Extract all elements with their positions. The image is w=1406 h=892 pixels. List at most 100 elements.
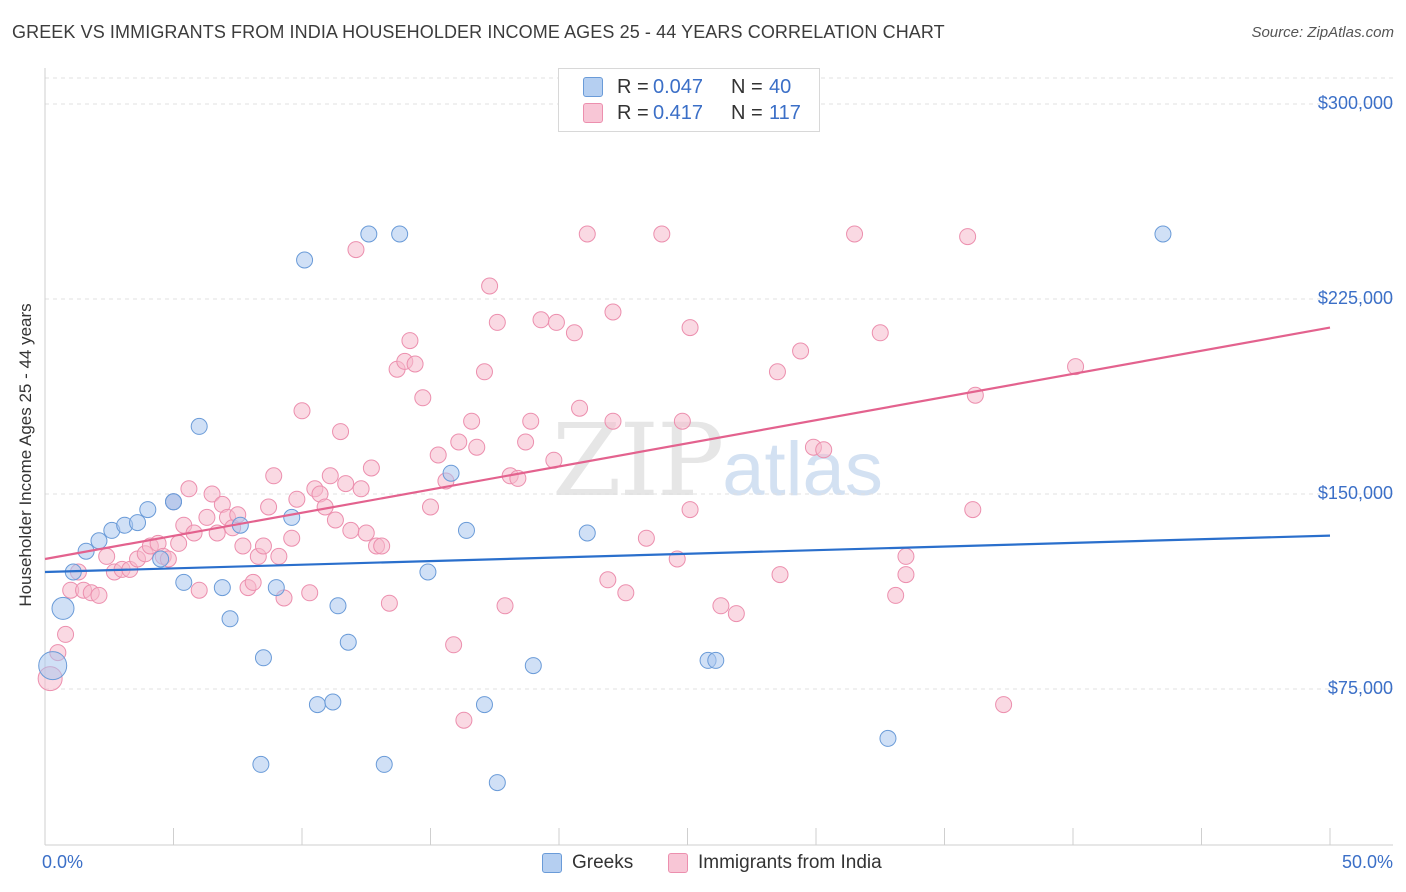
- india-point: [792, 342, 810, 360]
- y-tick-label: $225,000: [1317, 288, 1393, 308]
- watermark: ZIPatlas: [552, 402, 883, 519]
- greeks-point: [139, 501, 157, 519]
- greeks-point: [308, 696, 326, 714]
- legend-label-india: Immigrants from India: [698, 852, 882, 873]
- india-point: [406, 355, 424, 373]
- y-tick-label: $300,000: [1317, 93, 1393, 113]
- india-point: [681, 501, 699, 519]
- india-point: [170, 534, 188, 552]
- india-point: [599, 571, 617, 589]
- axes: [44, 68, 1393, 846]
- y-tick-label: $75,000: [1327, 678, 1393, 698]
- india-point: [681, 319, 699, 337]
- india-point: [1067, 358, 1085, 376]
- india-point: [455, 711, 473, 729]
- legend-swatch-greeks: [583, 77, 603, 97]
- india-point: [673, 412, 691, 430]
- india-point: [617, 584, 635, 602]
- x-tick-label-min: 0.0%: [42, 852, 84, 872]
- india-point: [727, 605, 745, 623]
- india-point: [959, 228, 977, 246]
- india-point: [254, 537, 272, 555]
- legend-label-greeks: Greeks: [572, 852, 634, 873]
- legend-n-value: 40: [769, 75, 792, 98]
- greeks-point: [213, 579, 231, 597]
- legend-n-label: N =: [731, 101, 763, 124]
- source-credit: Source: ZipAtlas.com: [1251, 24, 1394, 41]
- india-point: [964, 501, 982, 519]
- greeks-point: [129, 514, 147, 532]
- india-point: [260, 498, 278, 516]
- greeks-point: [475, 696, 493, 714]
- india-point: [871, 324, 889, 342]
- india-point: [342, 521, 360, 539]
- india-point: [571, 399, 589, 417]
- greeks-point: [38, 651, 68, 681]
- india-point: [401, 332, 419, 350]
- legend-n-label: N =: [731, 75, 763, 98]
- legend-item-india[interactable]: Immigrants from India: [668, 852, 882, 874]
- india-point: [198, 508, 216, 526]
- trend-lines: [44, 326, 1331, 574]
- india-point: [653, 225, 671, 243]
- india-point: [203, 485, 221, 503]
- greeks-series-points: [38, 225, 1172, 792]
- india-point: [234, 537, 252, 555]
- greeks-point: [152, 550, 170, 568]
- india-point: [57, 625, 75, 643]
- legend-r-value: 0.417: [653, 101, 704, 124]
- legend-swatch-india: [583, 103, 603, 123]
- india-point: [337, 475, 355, 493]
- india-point: [463, 412, 481, 430]
- greeks-point: [578, 524, 596, 542]
- india-point: [768, 363, 786, 381]
- india-point: [450, 433, 468, 451]
- india-point: [712, 597, 730, 615]
- india-point: [373, 537, 391, 555]
- greeks-point: [221, 610, 239, 628]
- india-point: [326, 511, 344, 529]
- chart-title: GREEK VS IMMIGRANTS FROM INDIA HOUSEHOLD…: [12, 22, 945, 42]
- india-point: [488, 313, 506, 331]
- greeks-point: [879, 729, 897, 747]
- legend-item-greeks[interactable]: Greeks: [542, 852, 633, 874]
- greeks-point: [324, 693, 342, 711]
- greeks-point: [51, 596, 75, 620]
- greeks-point: [442, 464, 460, 482]
- india-point: [347, 241, 365, 259]
- india-trend-line: [44, 326, 1331, 561]
- india-point: [522, 412, 540, 430]
- india-point: [321, 467, 339, 485]
- india-point: [422, 498, 439, 516]
- india-point: [995, 696, 1013, 714]
- greeks-point: [457, 521, 475, 539]
- legend-swatch-india: [668, 853, 688, 873]
- india-point: [98, 547, 116, 565]
- greeks-point: [329, 597, 347, 615]
- india-point: [578, 225, 596, 243]
- india-point: [190, 581, 208, 599]
- watermark-zip: ZIP: [552, 402, 724, 519]
- india-point: [429, 446, 447, 464]
- india-point: [496, 597, 514, 615]
- india-point: [180, 480, 198, 498]
- india-point: [468, 438, 486, 456]
- india-point: [357, 524, 375, 542]
- india-point: [362, 459, 380, 477]
- correlation-legend: R = 0.047 N = 40 R = 0.417 N = 117: [558, 68, 820, 132]
- greeks-point: [707, 651, 725, 669]
- greeks-point: [296, 251, 314, 269]
- legend-row-greeks: R = 0.047 N = 40: [583, 74, 791, 100]
- legend-r-label: R =: [617, 101, 649, 124]
- greeks-point: [524, 657, 542, 675]
- india-point: [380, 594, 398, 612]
- greeks-point: [419, 563, 437, 581]
- india-point: [517, 433, 535, 451]
- greeks-point: [1154, 225, 1172, 243]
- greeks-point: [267, 579, 285, 597]
- greeks-point: [254, 649, 272, 667]
- india-point: [532, 311, 550, 329]
- india-point: [270, 547, 288, 565]
- greeks-point: [283, 508, 301, 526]
